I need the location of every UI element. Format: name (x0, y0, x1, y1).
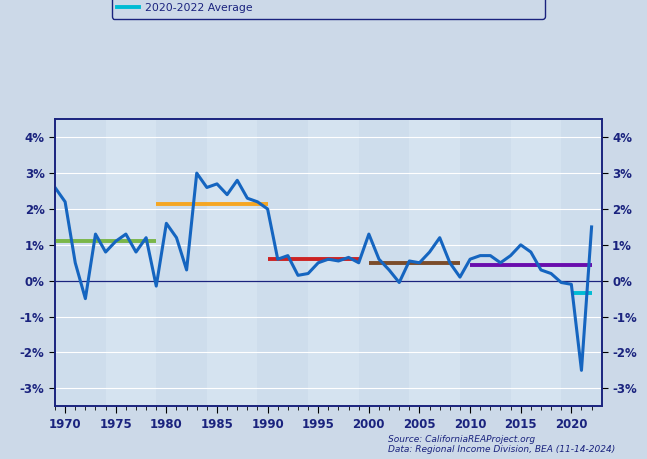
Legend: Annual % Change, 1990-1999 Average, 2020-2022 Average, 1970-1979 Average, 2000-2: Annual % Change, 1990-1999 Average, 2020… (112, 0, 545, 19)
Text: Source: CaliforniaREAProject.org
Data: Regional Income Division, BEA (11-14-2024: Source: CaliforniaREAProject.org Data: R… (388, 435, 615, 454)
Bar (55, 119, 105, 406)
Bar (460, 119, 510, 406)
Bar (358, 119, 410, 406)
Bar (156, 119, 207, 406)
Bar (561, 119, 602, 406)
Bar (258, 119, 308, 406)
